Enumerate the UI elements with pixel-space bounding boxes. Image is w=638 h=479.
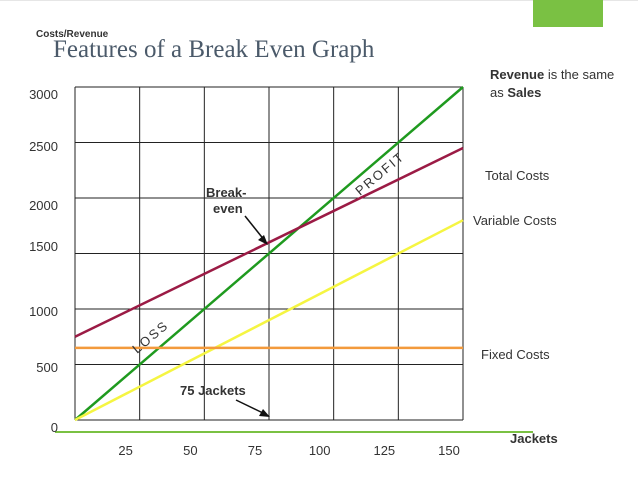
y-tick-label: 2500 (29, 139, 58, 154)
y-tick-label: 1500 (29, 239, 58, 254)
y-tick-label: 1000 (29, 304, 58, 319)
y-tick-label: 3000 (29, 87, 58, 102)
break-even-label-line1: Break- (206, 185, 246, 200)
y-tick-label: 2000 (29, 198, 58, 213)
series-label-variable-costs: Variable Costs (473, 213, 557, 228)
x-tick-label: 25 (118, 443, 132, 458)
revenue-note: Revenue is the same as Sales (490, 66, 620, 102)
y-tick-label: 500 (36, 360, 58, 375)
series-line-variable-costs (74, 219, 464, 422)
jackets-75-label: 75 Jackets (180, 383, 246, 398)
y-axis-label: Costs/Revenue (36, 29, 109, 40)
accent-bar (533, 0, 603, 27)
x-tick-label: 50 (183, 443, 197, 458)
chart-series (74, 86, 464, 422)
jackets-75-arrowhead (259, 409, 270, 417)
top-border (0, 0, 638, 1)
revenue-term: Revenue (490, 67, 545, 82)
break-even-label-line2: even (213, 201, 243, 216)
x-tick-label: 150 (438, 443, 460, 458)
jackets-75-arrow (235, 399, 266, 415)
sales-term: Sales (507, 85, 542, 100)
break-even-arrow (244, 215, 266, 242)
loss-label: LOSS (129, 317, 171, 356)
chart-labels: Jackets Total Costs Variable Costs Fixed Co… (129, 148, 557, 446)
series-label-fixed-costs: Fixed Costs (481, 347, 550, 362)
y-tick-label: 0 (51, 420, 58, 435)
series-line-total-costs (74, 146, 464, 338)
series-label-total-costs: Total Costs (485, 168, 550, 183)
chart-axes (55, 87, 533, 433)
revenue-note-text: is the same as (490, 67, 615, 100)
x-tick-label: 75 (248, 443, 262, 458)
series-line-revenue (74, 86, 464, 421)
break-even-arrowhead (258, 235, 268, 245)
slide-title: Features of a Break Even Graph (53, 36, 375, 63)
x-axis-label: Jackets (510, 431, 558, 446)
x-tick-label: 100 (309, 443, 331, 458)
x-tick-label: 125 (373, 443, 395, 458)
